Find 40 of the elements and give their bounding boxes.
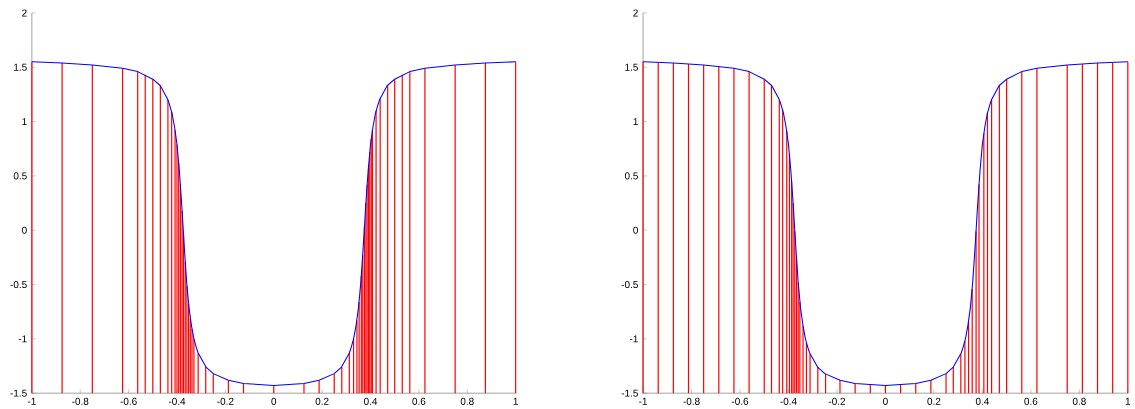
x-tick-label: 0.2	[927, 397, 941, 405]
x-tick-label: 0	[883, 397, 888, 405]
x-tick-label: 0.2	[315, 397, 329, 405]
x-tick-label: -0.2	[828, 397, 846, 405]
x-tick-label: 0.8	[460, 397, 474, 405]
x-tick-label: -0.2	[217, 397, 234, 405]
x-tick-label: 0.4	[363, 397, 378, 405]
y-tick-label: 1.5	[625, 63, 638, 71]
x-tick-label: 0	[271, 397, 277, 405]
x-tick-label: -1	[27, 397, 36, 405]
x-tick-label: -1	[639, 397, 647, 405]
y-tick-label: 1	[633, 117, 638, 125]
y-tick-label: -0.5	[621, 280, 638, 288]
y-tick-label: 2	[22, 9, 27, 17]
y-tick-label: 0	[633, 226, 638, 234]
y-tick-label: 0.5	[13, 172, 27, 180]
x-tick-label: 0.6	[1024, 397, 1038, 405]
x-tick-label: -0.8	[683, 397, 700, 405]
x-tick-label: -0.4	[780, 397, 797, 405]
x-tick-label: -0.4	[168, 397, 186, 405]
x-tick-label: -0.6	[120, 397, 137, 405]
x-tick-label: 0.8	[1072, 397, 1086, 405]
y-tick-label: 1	[22, 117, 27, 125]
x-tick-label: -0.6	[731, 397, 749, 405]
x-tick-label: -0.8	[72, 397, 89, 405]
line-series	[31, 61, 517, 386]
y-tick-label: -1	[629, 335, 638, 343]
x-tick-label: 0.4	[975, 397, 990, 405]
y-tick-label: -1	[18, 335, 27, 343]
x-tick-label: 0.6	[412, 397, 426, 405]
y-tick-label: 0	[22, 226, 27, 234]
y-tick-label: -1.5	[621, 389, 638, 397]
y-tick-label: 0.5	[624, 172, 638, 180]
x-tick-label: 1	[513, 397, 518, 405]
y-tick-label: 2	[633, 9, 638, 17]
y-tick-label: 1.5	[14, 63, 27, 71]
y-tick-label: -0.5	[10, 280, 27, 288]
y-tick-label: -1.5	[10, 389, 27, 397]
x-tick-label: 1	[1125, 397, 1131, 405]
line-series	[642, 61, 1129, 386]
